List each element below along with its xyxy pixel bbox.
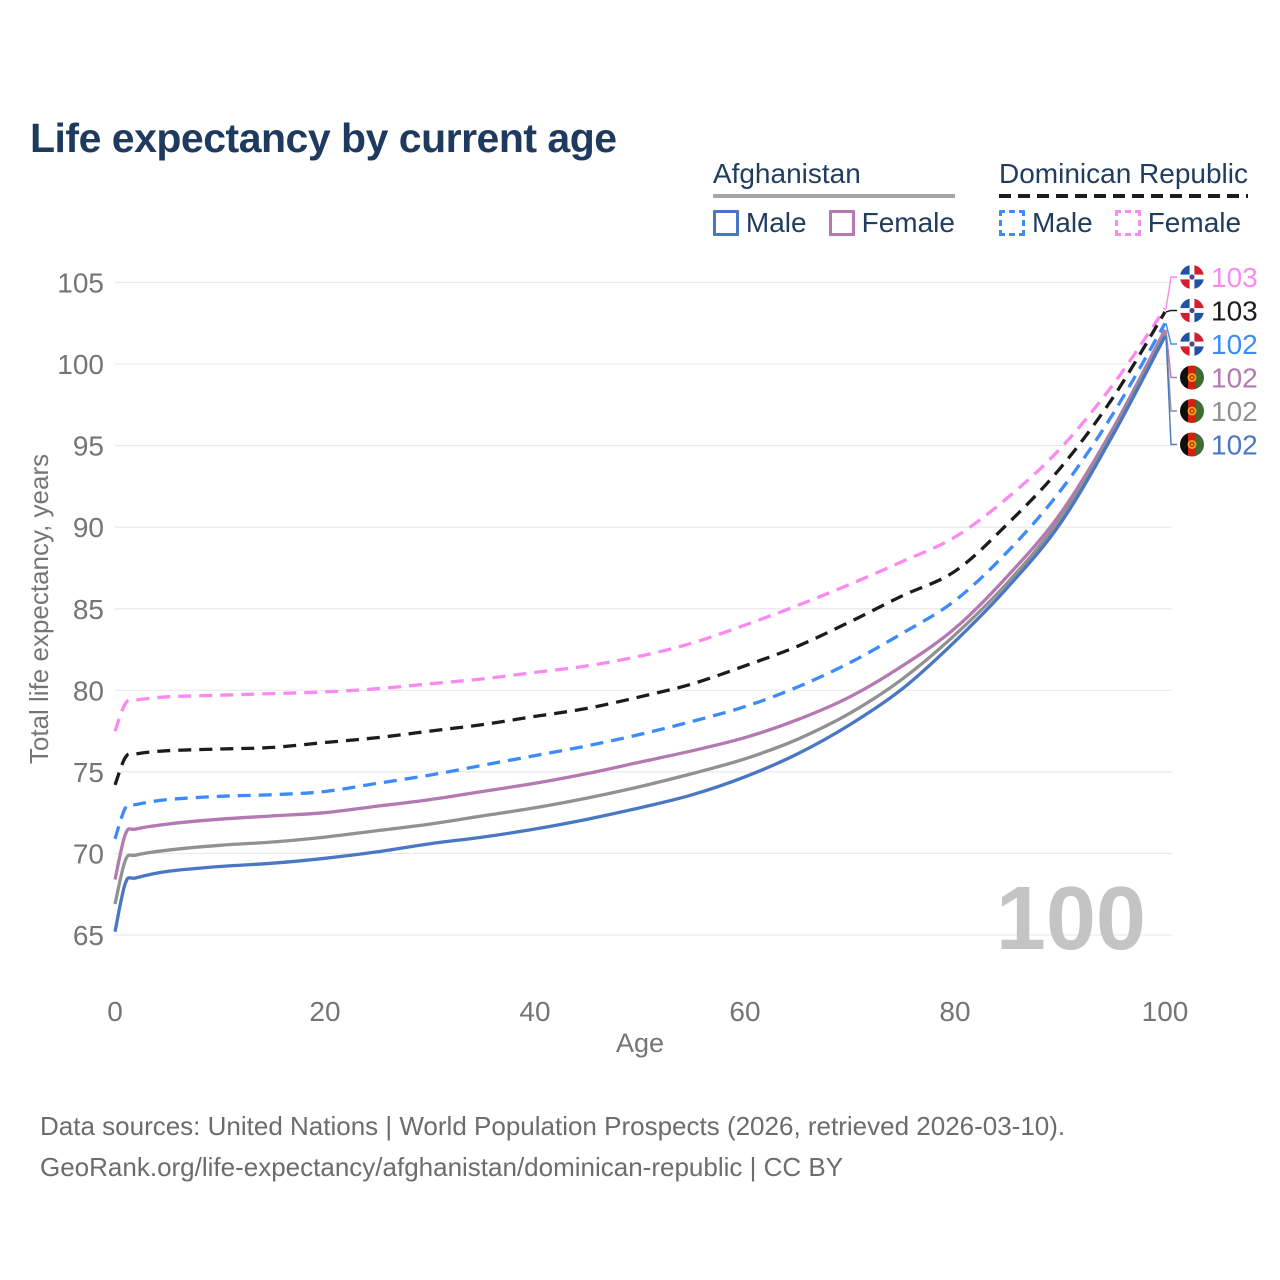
y-tick-label: 95: [73, 431, 104, 462]
legend: Afghanistan Male Female Dominican Republ…: [712, 158, 1248, 239]
end-value-label: 103: [1211, 262, 1258, 293]
legend-item-afghanistan-male[interactable]: Male: [712, 207, 807, 239]
legend-label-female: Female: [1147, 207, 1242, 238]
legend-item-afghanistan-female[interactable]: Female: [828, 207, 955, 239]
x-tick-label: 40: [519, 996, 550, 1027]
data-sources-text: Data sources: United Nations | World Pop…: [40, 1111, 1066, 1141]
afghanistan-male-swatch: [712, 210, 739, 236]
legend-country-afghanistan[interactable]: Afghanistan: [712, 158, 861, 189]
legend-label-female: Female: [861, 207, 955, 238]
y-tick-label: 100: [57, 349, 104, 380]
x-tick-label: 100: [1142, 996, 1189, 1027]
end-value-label: 103: [1211, 296, 1258, 327]
x-tick-label: 0: [107, 996, 123, 1027]
chart-footer: Data sources: United Nations | World Pop…: [40, 1106, 1065, 1188]
series-line-afghanistan-male[interactable]: [113, 335, 1167, 933]
legend-label-male: Male: [1031, 207, 1093, 238]
flag-badge: [1180, 265, 1204, 289]
legend-item-dominican-republic-male[interactable]: Male: [998, 207, 1093, 239]
flag-icon-afghanistan: [1180, 399, 1204, 423]
legend-label-male: Male: [745, 207, 807, 238]
y-tick-label: 85: [73, 594, 104, 625]
dominican-republic-male-swatch: [998, 210, 1025, 236]
page-title: Life expectancy by current age: [30, 115, 617, 162]
x-axis-title: Age: [616, 1028, 664, 1058]
flag-icon-afghanistan: [1180, 432, 1204, 457]
x-tick-label: 20: [309, 996, 340, 1027]
y-tick-label: 80: [73, 675, 104, 706]
series-line-dominican-republic-all[interactable]: [113, 311, 1167, 786]
legend-group-dominican-republic: Dominican Republic Male Female: [998, 158, 1248, 239]
y-tick-label: 65: [73, 920, 104, 951]
flag-icon-dominican-republic: [1180, 265, 1204, 289]
x-tick-label: 60: [729, 996, 760, 1027]
flag-badge: [1180, 332, 1204, 356]
flag-badge: [1180, 298, 1204, 323]
legend-item-dominican-republic-female[interactable]: Female: [1114, 207, 1242, 239]
leader-line: [1165, 336, 1177, 446]
leader-line: [1165, 276, 1177, 309]
flag-badge: [1180, 365, 1204, 390]
end-value-label: 102: [1211, 363, 1258, 394]
dominican-republic-female-swatch: [1114, 210, 1141, 236]
y-axis-title: Total life expectancy, years: [24, 454, 54, 764]
flag-badge: [1180, 432, 1204, 457]
dominican-republic-underline-dashed: [998, 194, 1248, 198]
legend-country-dominican-republic[interactable]: Dominican Republic: [998, 158, 1248, 189]
flag-icon-dominican-republic: [1180, 298, 1204, 323]
y-tick-label: 70: [73, 838, 104, 869]
y-tick-label: 75: [73, 757, 104, 788]
flag-icon-afghanistan: [1180, 365, 1204, 390]
flag-badge: [1180, 399, 1204, 423]
attribution-link-text[interactable]: GeoRank.org/life-expectancy/afghanistan/…: [40, 1152, 844, 1182]
series-line-afghanistan-all[interactable]: [113, 332, 1167, 905]
leader-line: [1165, 309, 1177, 313]
flag-icon-dominican-republic: [1180, 332, 1204, 356]
end-value-label: 102: [1211, 329, 1258, 360]
end-value-label: 102: [1211, 396, 1258, 427]
leader-line: [1165, 323, 1177, 345]
series-line-afghanistan-female[interactable]: [113, 329, 1167, 880]
end-value-label: 102: [1211, 430, 1258, 461]
age-counter-watermark: 100: [996, 869, 1146, 969]
legend-group-afghanistan: Afghanistan Male Female: [712, 158, 955, 239]
y-tick-label: 105: [57, 268, 104, 299]
series-line-dominican-republic-female[interactable]: [113, 307, 1167, 732]
y-tick-label: 90: [73, 512, 104, 543]
afghanistan-female-swatch: [828, 210, 855, 236]
x-tick-label: 80: [939, 996, 970, 1027]
afghanistan-underline-solid: [712, 194, 955, 198]
leader-line: [1165, 329, 1177, 379]
